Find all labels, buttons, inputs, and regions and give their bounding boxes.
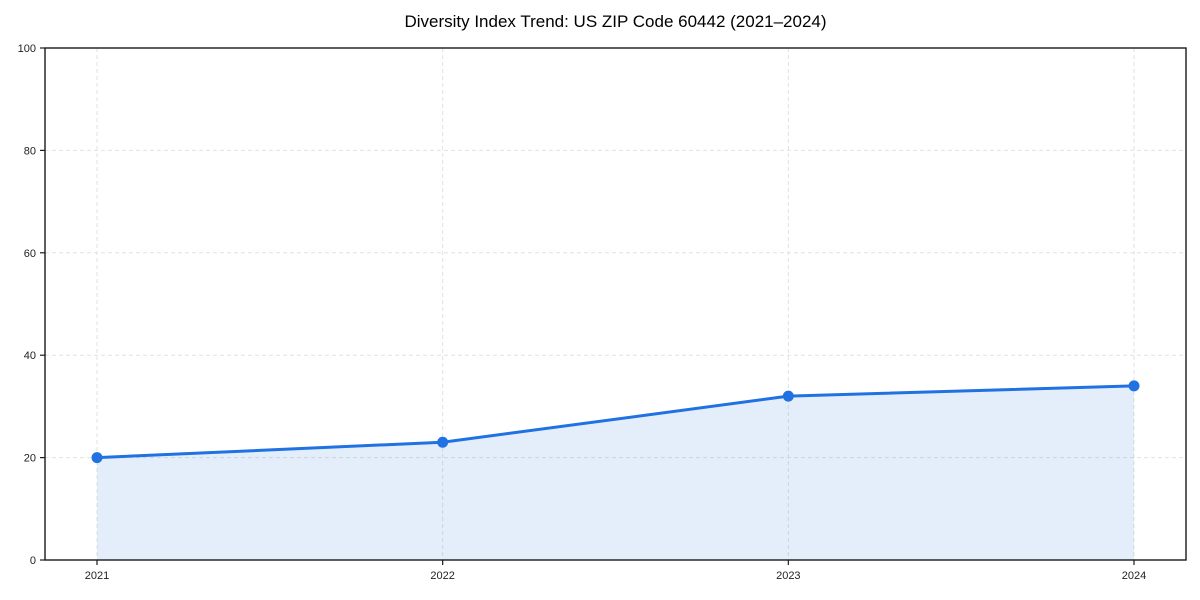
y-axis-tick-label: 60 bbox=[24, 248, 36, 260]
series-line bbox=[95, 384, 1136, 460]
y-axis-tick-label: 20 bbox=[24, 453, 36, 465]
plot-border bbox=[44, 47, 1187, 561]
data-point-marker bbox=[437, 436, 449, 448]
series-area-fill bbox=[97, 385, 1134, 560]
y-axis-tick-label: 40 bbox=[24, 350, 36, 362]
y-axis-tick-label: 100 bbox=[18, 43, 36, 55]
data-point-marker bbox=[91, 452, 103, 464]
data-point-marker bbox=[1128, 380, 1140, 392]
y-axis-tick-label: 80 bbox=[24, 145, 36, 157]
x-axis-tick-label: 2022 bbox=[430, 570, 454, 582]
x-axis-tick-label: 2024 bbox=[1122, 570, 1146, 582]
data-point-marker bbox=[782, 390, 794, 402]
y-axis-tick-label: 0 bbox=[30, 555, 36, 567]
x-axis-tick-label: 2021 bbox=[85, 570, 109, 582]
chart-title: Diversity Index Trend: US ZIP Code 60442… bbox=[404, 12, 827, 31]
x-axis-tick-label: 2023 bbox=[776, 570, 800, 582]
